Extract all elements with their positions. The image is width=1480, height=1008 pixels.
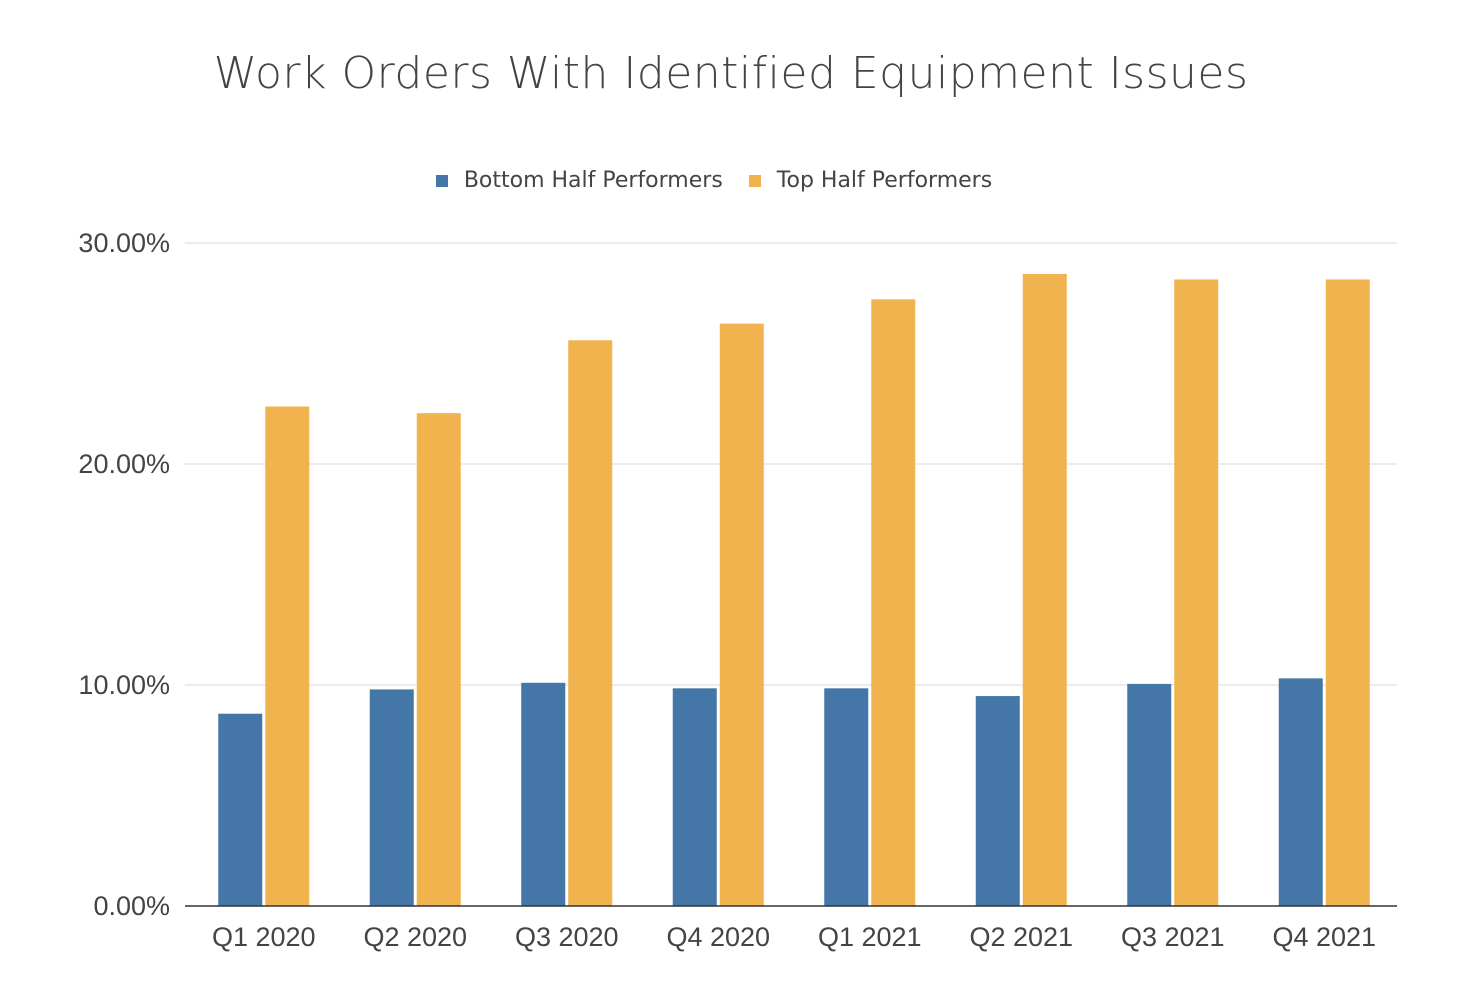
legend-item-top-half[interactable]: Top Half Performers	[748, 168, 993, 193]
bar-bottom-half	[521, 682, 566, 906]
legend-label-bottom-half: Bottom Half Performers	[463, 168, 723, 193]
bar-top-half	[719, 323, 764, 906]
bar-bottom-half	[672, 688, 717, 906]
bar-bottom-half	[369, 689, 414, 906]
x-tick-label: Q1 2021	[818, 922, 922, 952]
y-tick-label: 30.00%	[78, 228, 170, 258]
x-tick-label: Q2 2020	[363, 922, 467, 952]
x-tick-label: Q2 2021	[969, 922, 1073, 952]
bar-bottom-half	[1278, 678, 1323, 906]
bar-bottom-half	[1127, 683, 1172, 906]
x-tick-label: Q4 2020	[666, 922, 770, 952]
bar-bottom-half	[824, 688, 869, 906]
x-tick-label: Q3 2020	[515, 922, 619, 952]
x-tick-label: Q3 2021	[1121, 922, 1225, 952]
bar-top-half	[1174, 279, 1219, 907]
bar-top-half	[871, 299, 916, 907]
y-tick-label: 10.00%	[78, 670, 170, 700]
legend-label-top-half: Top Half Performers	[776, 168, 993, 193]
bar-top-half	[1022, 273, 1067, 906]
legend: Bottom Half Performers Top Half Performe…	[0, 168, 1428, 193]
x-tick-label: Q4 2021	[1272, 922, 1376, 952]
x-tick-label: Q1 2020	[212, 922, 316, 952]
legend-swatch-top-half	[748, 174, 761, 187]
y-tick-label: 0.00%	[93, 891, 170, 921]
y-tick-label: 20.00%	[78, 449, 170, 479]
bar-top-half	[265, 406, 310, 906]
bar-top-half	[1325, 279, 1370, 907]
bar-bottom-half	[975, 696, 1020, 906]
bar-bottom-half	[218, 713, 263, 906]
chart-title: Work Orders With Identified Equipment Is…	[213, 48, 1249, 99]
bar-top-half	[416, 413, 461, 906]
legend-item-bottom-half[interactable]: Bottom Half Performers	[435, 168, 723, 193]
legend-swatch-bottom-half	[435, 174, 448, 187]
bar-top-half	[568, 340, 613, 906]
